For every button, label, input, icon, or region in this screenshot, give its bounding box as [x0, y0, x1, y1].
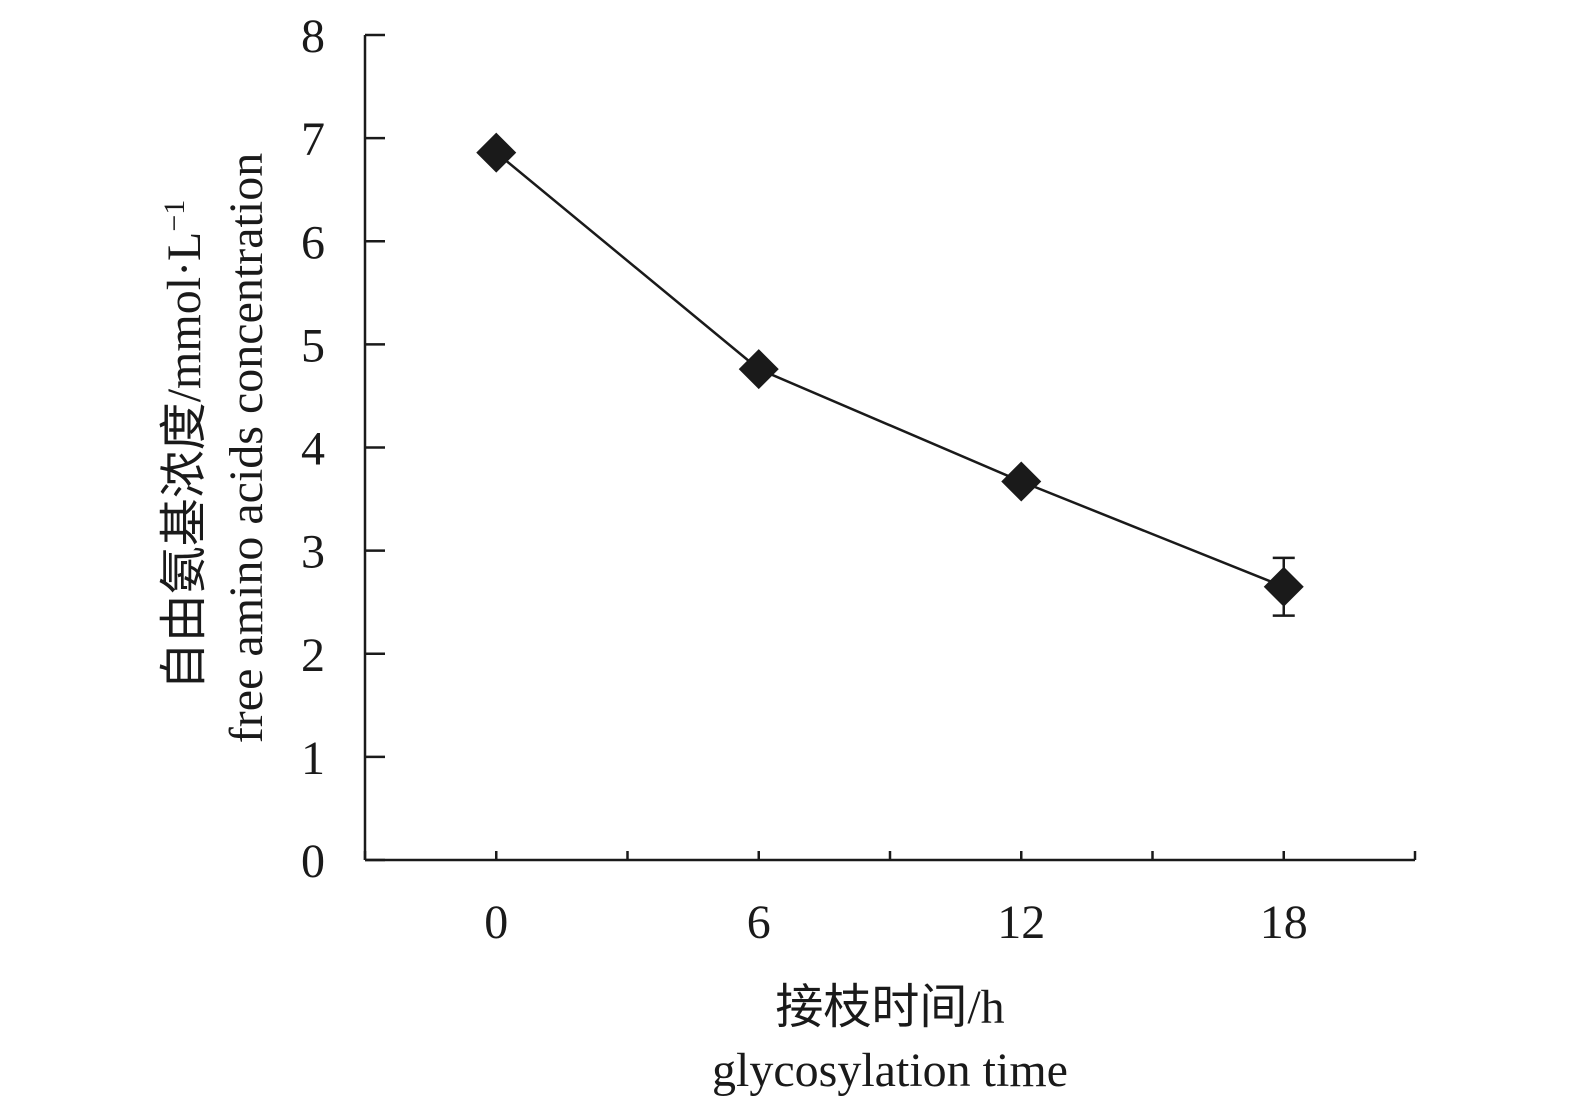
series-group [476, 132, 1304, 617]
y-tick-label-6: 6 [301, 216, 325, 269]
y-tick-label-2: 2 [301, 629, 325, 682]
x-axis-title-line2: glycosylation time [712, 1044, 1068, 1097]
data-point-2 [1001, 461, 1042, 502]
x-tick-label-12: 12 [997, 896, 1045, 949]
y-axis-ticks: 0 1 2 3 4 5 6 7 8 [301, 10, 385, 888]
data-point-3 [1263, 566, 1304, 607]
y-tick-label-3: 3 [301, 526, 325, 579]
series-0-line [495, 151, 1285, 588]
x-tick-label-6: 6 [747, 896, 771, 949]
y-axis-title-line1-text: 自由氨基浓度/mmol·L [158, 232, 211, 691]
y-tick-label-1: 1 [301, 732, 325, 785]
data-point-1 [738, 349, 779, 390]
x-axis-title-line1: 接枝时间/h [775, 981, 1004, 1034]
y-axis-title-line1-sup: −1 [158, 200, 191, 232]
y-tick-label-5: 5 [301, 319, 325, 372]
x-tick-label-18: 18 [1260, 896, 1308, 949]
x-tick-label-0: 0 [484, 896, 508, 949]
y-axis-title-line1: 自由氨基浓度/mmol·L−1 [158, 200, 212, 691]
y-tick-label-4: 4 [301, 423, 325, 476]
y-tick-label-8: 8 [301, 10, 325, 63]
y-tick-label-7: 7 [301, 113, 325, 166]
x-axis-ticks: 0 6 12 18 [363, 851, 1417, 949]
y-tick-label-0: 0 [301, 835, 325, 888]
data-point-0 [476, 132, 517, 173]
y-axis-title-line2: free amino acids concentration [220, 153, 273, 743]
